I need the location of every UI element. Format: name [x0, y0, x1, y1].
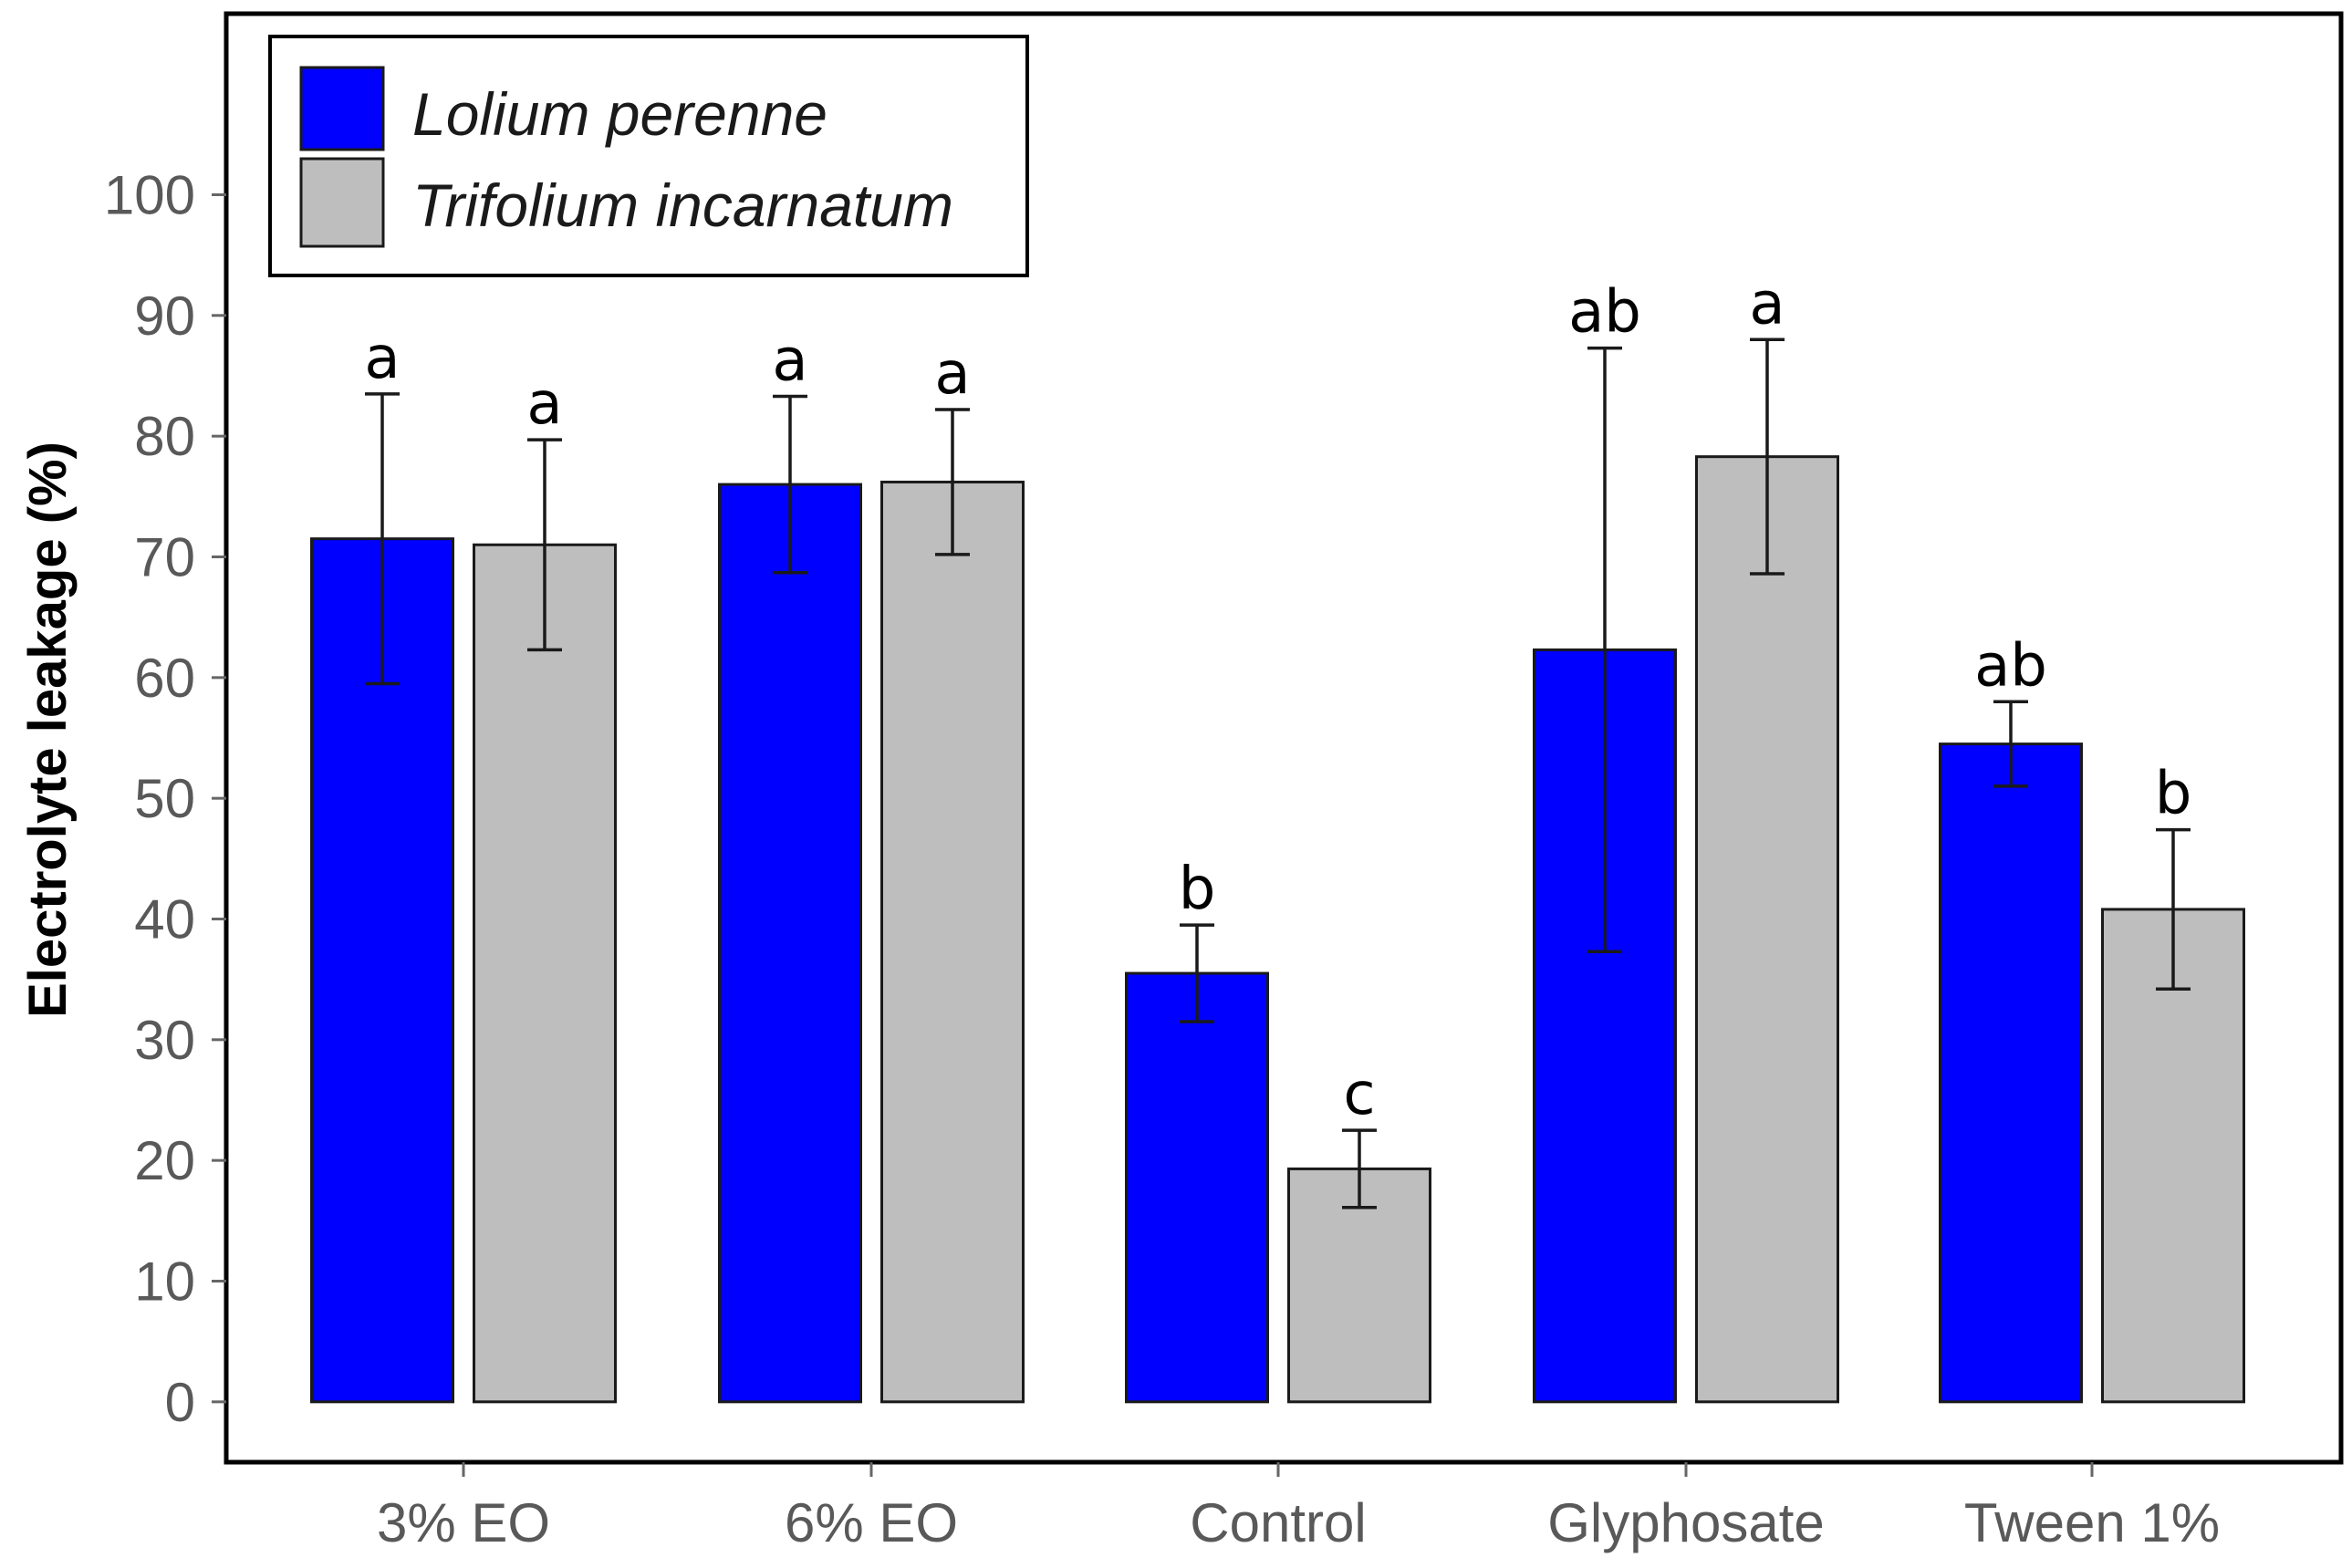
error-bar — [773, 394, 807, 575]
y-tick-label: 80 — [134, 406, 195, 467]
error-bar — [365, 392, 400, 686]
x-tick-label: 3% EO — [377, 1492, 550, 1553]
bar-trifolium — [1695, 455, 1839, 1404]
significance-label: b — [1179, 856, 1216, 923]
significance-label: a — [934, 340, 970, 408]
significance-label: a — [364, 325, 400, 392]
legend-swatch-lolium — [299, 66, 385, 151]
error-bar — [1587, 346, 1622, 953]
bar-lolium — [718, 483, 862, 1404]
y-axis-title: Electrolyte leakage (%) — [18, 441, 78, 1018]
significance-label: a — [1749, 270, 1785, 337]
error-bar — [1993, 700, 2028, 788]
y-tick-label: 60 — [134, 648, 195, 709]
bar-trifolium — [2101, 908, 2245, 1404]
bar-trifolium — [473, 543, 617, 1404]
y-axis: 0 10 20 30 40 50 60 70 80 90 100 — [104, 165, 226, 1433]
y-tick-label: 20 — [134, 1130, 195, 1191]
legend-label-trifolium: Trifolium incarnatum — [412, 171, 953, 239]
x-tick-label: Control — [1190, 1492, 1366, 1553]
bar-lolium — [1939, 742, 2083, 1404]
significance-label: b — [2155, 761, 2192, 828]
legend-box — [268, 35, 1029, 277]
significance-label: a — [526, 370, 562, 438]
bar-trifolium — [880, 480, 1025, 1404]
significance-label: c — [1343, 1061, 1375, 1128]
legend-swatch-trifolium — [299, 157, 385, 248]
significance-label: ab — [1568, 279, 1641, 347]
x-tick-label: Tween 1% — [1964, 1492, 2220, 1553]
y-tick-label: 0 — [165, 1372, 195, 1433]
error-bar — [935, 408, 970, 556]
y-tick-label: 50 — [134, 768, 195, 829]
error-bar — [2156, 827, 2191, 992]
significance-label: ab — [1974, 632, 2047, 700]
error-bar — [527, 438, 562, 652]
x-tick-label: Glyphosate — [1547, 1492, 1825, 1553]
bars-layer — [310, 455, 2245, 1404]
y-tick-label: 10 — [134, 1251, 195, 1313]
error-bar — [1750, 337, 1785, 576]
legend: Lolium perenne Trifolium incarnatum — [268, 35, 1029, 277]
y-tick-label: 70 — [134, 527, 195, 588]
error-bars-layer — [365, 337, 2191, 1210]
x-axis: 3% EO 6% EO Control Glyphosate Tween 1% — [377, 1462, 2220, 1553]
y-tick-label: 100 — [104, 165, 195, 226]
error-bar — [1342, 1128, 1377, 1210]
legend-label-lolium: Lolium perenne — [412, 80, 827, 148]
significance-label: a — [772, 327, 807, 394]
bar-lolium — [1125, 971, 1269, 1404]
x-tick-label: 6% EO — [785, 1492, 958, 1553]
y-tick-label: 90 — [134, 286, 195, 347]
y-tick-label: 40 — [134, 889, 195, 950]
error-bar — [1180, 923, 1214, 1023]
y-tick-label: 30 — [134, 1010, 195, 1071]
